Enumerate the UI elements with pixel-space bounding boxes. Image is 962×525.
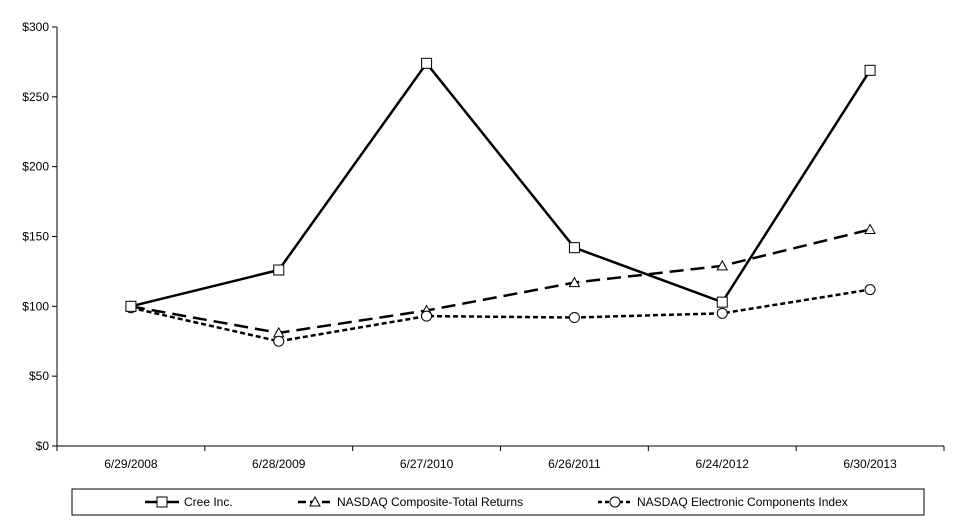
y-tick-label: $50	[29, 369, 49, 383]
y-tick-label: $250	[22, 90, 49, 104]
legend-label: Cree Inc.	[184, 495, 233, 509]
data-point	[568, 276, 581, 288]
data-point	[864, 284, 876, 296]
y-axis-ticks: $0 $50 $100 $150 $200 $250 $300	[22, 20, 57, 453]
x-tick-label: 6/27/2010	[400, 457, 454, 471]
data-point	[273, 264, 285, 276]
legend: Cree Inc. NASDAQ Composite-Total Returns N…	[71, 488, 925, 516]
legend-label: NASDAQ Electronic Components Index	[637, 495, 848, 509]
series-line	[130, 288, 871, 343]
legend-marker	[609, 496, 621, 508]
legend-box	[71, 488, 925, 516]
data-point	[716, 259, 729, 271]
series-2	[125, 284, 876, 347]
x-tick-label: 6/26/2011	[548, 457, 601, 471]
y-tick-label: $0	[36, 439, 50, 453]
data-point	[125, 300, 137, 312]
data-point	[421, 310, 433, 322]
series-0	[125, 57, 876, 312]
data-point	[716, 296, 728, 308]
x-tick-label: 6/30/2013	[843, 457, 897, 471]
x-axis-ticks: 6/29/2008 6/28/2009 6/27/2010 6/26/2011 6/24…	[56, 446, 945, 471]
y-tick-label: $100	[22, 299, 49, 313]
legend-marker	[309, 495, 321, 507]
data-point	[273, 335, 285, 347]
legend-label: NASDAQ Composite-Total Returns	[337, 495, 523, 509]
data-point	[864, 223, 876, 235]
x-tick-label: 6/24/2012	[696, 457, 750, 471]
series-group	[125, 57, 876, 347]
series-line	[130, 61, 872, 308]
data-point	[568, 242, 580, 254]
y-tick-label: $150	[22, 230, 49, 244]
legend-marker	[156, 496, 168, 508]
y-tick-label: $300	[22, 20, 49, 34]
x-tick-label: 6/29/2008	[104, 457, 158, 471]
chart-axes	[56, 27, 944, 447]
y-tick-label: $200	[22, 160, 49, 174]
data-point	[716, 307, 728, 319]
x-tick-label: 6/28/2009	[252, 457, 306, 471]
data-point	[421, 57, 433, 69]
data-point	[568, 312, 580, 324]
data-point	[864, 64, 876, 76]
